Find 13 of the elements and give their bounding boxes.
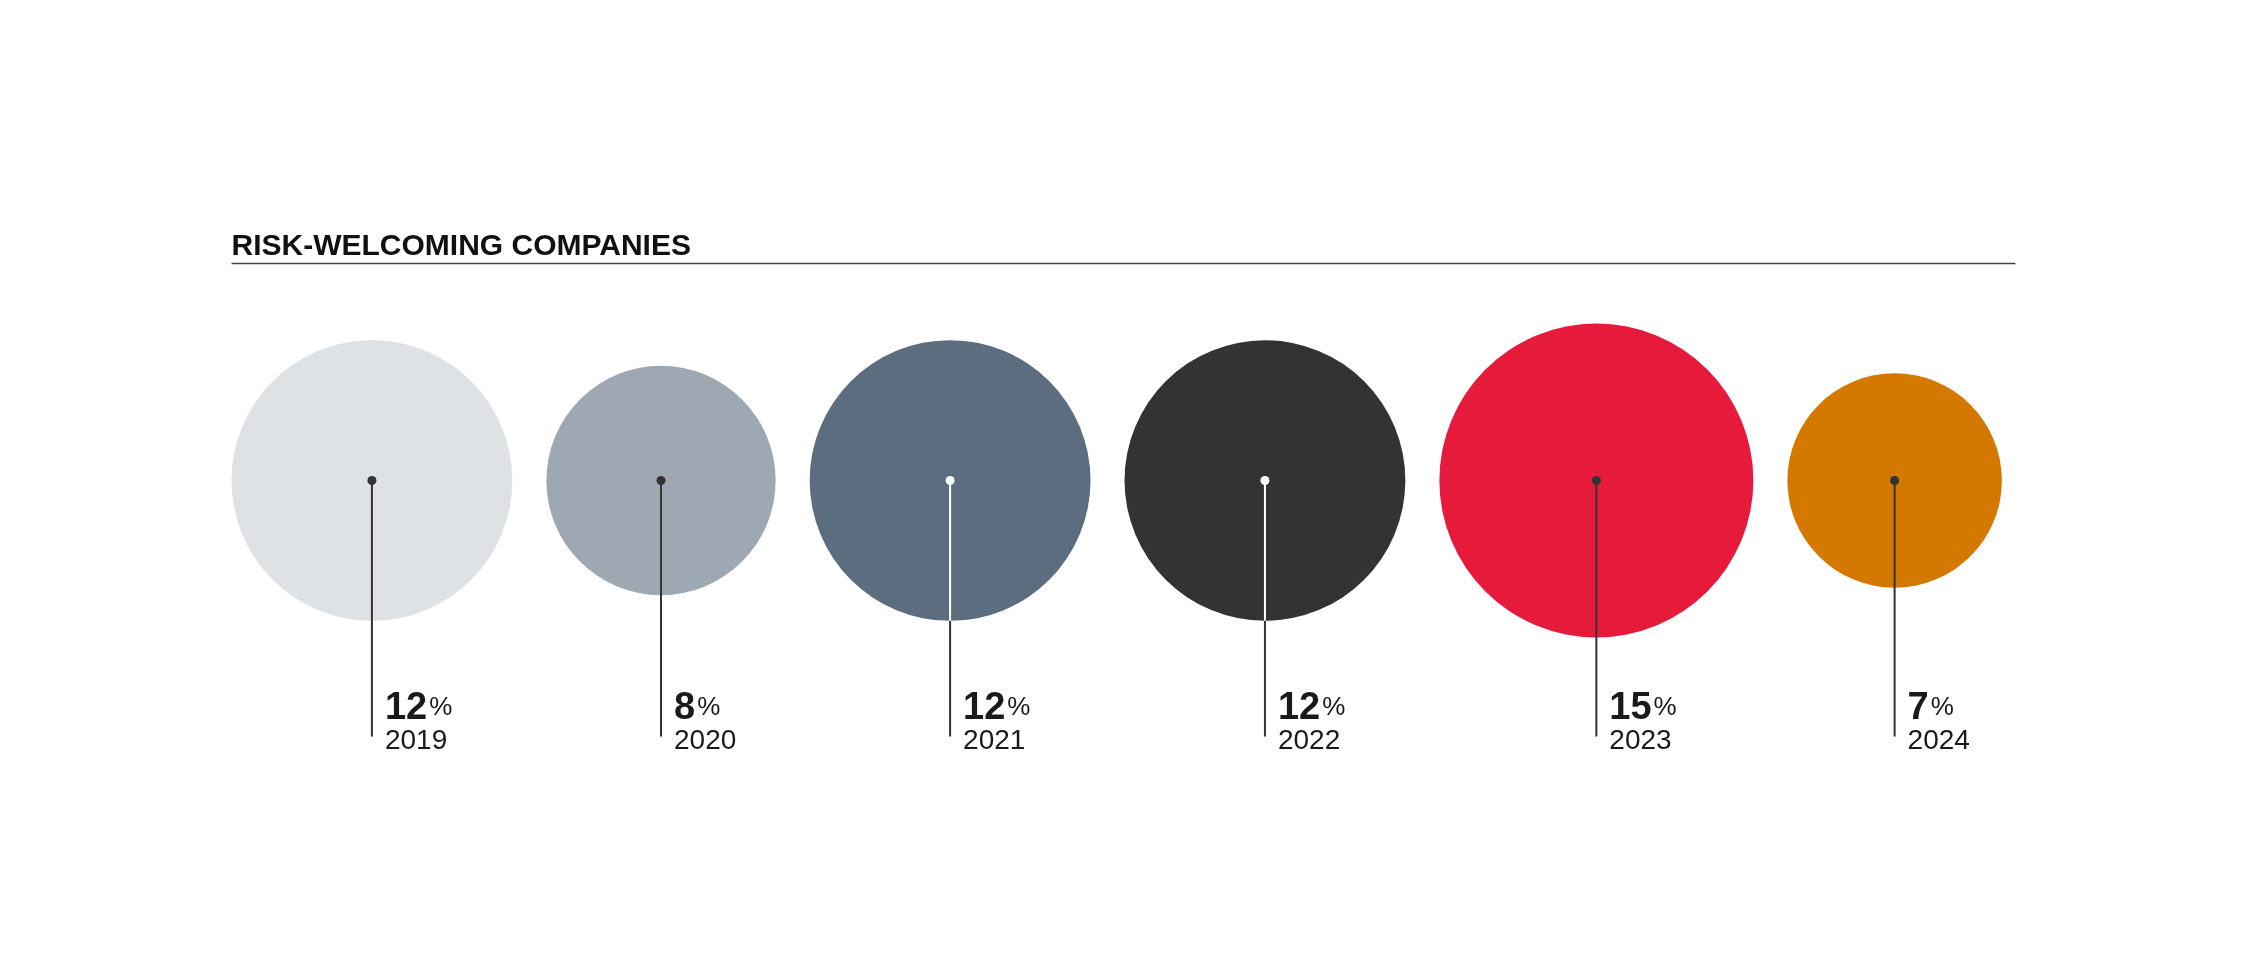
category-label: 2021 [963, 724, 1026, 755]
data-label: 8% [674, 685, 721, 727]
data-label: 12% [1277, 685, 1346, 727]
category-label: 2019 [384, 724, 448, 755]
data-label: 7% [1907, 685, 1954, 727]
text: RISK-WELCOMING COMPANIES [231, 228, 691, 261]
category-label: 2023 [1609, 724, 1672, 755]
category-label: 2020 [674, 724, 737, 755]
data-label: 12% [963, 685, 1031, 727]
data-label: 15% [1609, 685, 1677, 727]
data-label: 12% [384, 685, 453, 727]
category-label: 2022 [1277, 724, 1341, 755]
category-label: 2024 [1907, 724, 1970, 755]
